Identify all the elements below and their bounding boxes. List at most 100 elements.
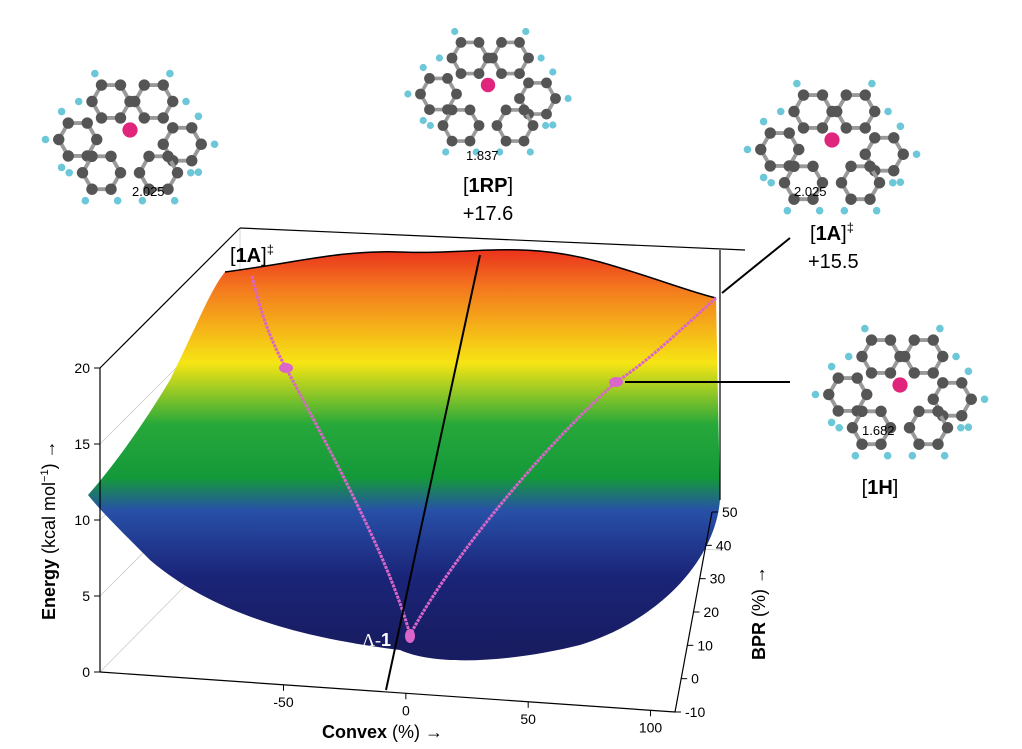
bpr-tick-label: 20 <box>704 604 720 620</box>
hydrogen <box>91 70 99 78</box>
carbon <box>438 120 449 131</box>
carbon <box>91 134 102 145</box>
carbon <box>167 122 178 133</box>
carbon <box>158 112 169 123</box>
hydrogen <box>784 207 792 215</box>
carbon <box>866 367 877 378</box>
hydrogen <box>897 178 905 186</box>
carbon <box>856 406 867 417</box>
convex-tick-label: -50 <box>273 694 293 710</box>
carbon <box>845 161 856 172</box>
molecule <box>744 80 921 215</box>
minimum-label: Λ-1 <box>362 630 391 650</box>
carbon <box>817 89 828 100</box>
carbon <box>928 334 939 345</box>
carbon <box>841 122 852 133</box>
carbon <box>885 334 896 345</box>
carbon <box>514 68 525 79</box>
carbon <box>860 122 871 133</box>
hydrogen <box>965 423 973 431</box>
carbon <box>541 78 552 89</box>
energy-surface <box>88 250 720 661</box>
hydrogen <box>427 122 434 129</box>
hydrogen <box>816 207 824 215</box>
carbon <box>956 410 967 421</box>
hydrogen <box>565 95 572 102</box>
carbon <box>115 167 126 178</box>
carbon <box>424 73 435 84</box>
convex-axis-label: Convex (%) → <box>322 722 443 742</box>
carbon <box>909 334 920 345</box>
hydrogen <box>538 54 545 61</box>
carbon <box>928 367 939 378</box>
carbon <box>942 422 953 433</box>
hydrogen <box>114 197 122 205</box>
hydrogen <box>981 395 989 403</box>
bpr-tick-label: 30 <box>710 571 726 587</box>
carbon <box>456 37 467 48</box>
hydrogen <box>542 122 549 129</box>
carbon <box>831 106 842 117</box>
carbon <box>817 122 828 133</box>
hydrogen <box>451 28 458 35</box>
carbon <box>528 120 539 131</box>
hydrogen <box>195 168 203 176</box>
carbon <box>841 89 852 100</box>
carbon <box>519 105 530 116</box>
carbon <box>932 406 943 417</box>
carbon <box>852 372 863 383</box>
hydrogen <box>58 108 66 116</box>
hydrogen <box>75 98 83 106</box>
right-ts-energy: +15.5 <box>808 251 859 273</box>
carbon <box>96 112 107 123</box>
phosphorus <box>481 78 495 92</box>
hydrogen <box>936 325 944 333</box>
carbon <box>899 351 910 362</box>
hydrogen <box>828 363 836 371</box>
carbon <box>172 167 183 178</box>
carbon <box>861 389 872 400</box>
carbon <box>937 351 948 362</box>
hydrogen <box>868 80 876 88</box>
hydrogen <box>42 136 50 144</box>
carbon <box>856 439 867 450</box>
carbon <box>956 377 967 388</box>
carbon <box>875 406 886 417</box>
hydrogen <box>861 325 869 333</box>
carbon <box>162 151 173 162</box>
energy-tick-label: 0 <box>82 664 90 680</box>
carbon <box>788 161 799 172</box>
carbon <box>514 37 525 48</box>
carbon <box>523 78 534 89</box>
bpr-tick-label: 40 <box>716 537 732 553</box>
carbon <box>765 160 776 171</box>
carbon <box>139 112 150 123</box>
carbon <box>86 96 97 107</box>
distance-label: 1.682 <box>862 423 895 438</box>
hydrogen <box>442 148 449 155</box>
hydrogen <box>812 391 820 399</box>
hydrogen <box>957 424 965 432</box>
molecule <box>812 325 989 460</box>
carbon <box>105 151 116 162</box>
hydrogen <box>549 121 556 128</box>
carbon <box>856 351 867 362</box>
carbon <box>909 367 920 378</box>
carbon <box>474 120 485 131</box>
right-ts-label: [1A]‡ <box>810 220 854 245</box>
hydrogen <box>65 169 73 177</box>
carbon <box>158 79 169 90</box>
figure: 05101520-50050100-1001020304050 Energy (… <box>0 0 1022 744</box>
carbon <box>885 367 896 378</box>
carbon <box>158 139 169 150</box>
energy-axis-label: Energy (kcal mol−1) → <box>39 440 59 620</box>
molecule <box>42 70 219 205</box>
hydrogen <box>549 68 556 75</box>
hydrogen <box>941 452 949 460</box>
carbon <box>63 150 74 161</box>
hydrogen <box>82 197 90 205</box>
carbon <box>456 68 467 79</box>
hydrogen <box>835 424 843 432</box>
carbon <box>415 89 426 100</box>
carbon <box>451 89 462 100</box>
